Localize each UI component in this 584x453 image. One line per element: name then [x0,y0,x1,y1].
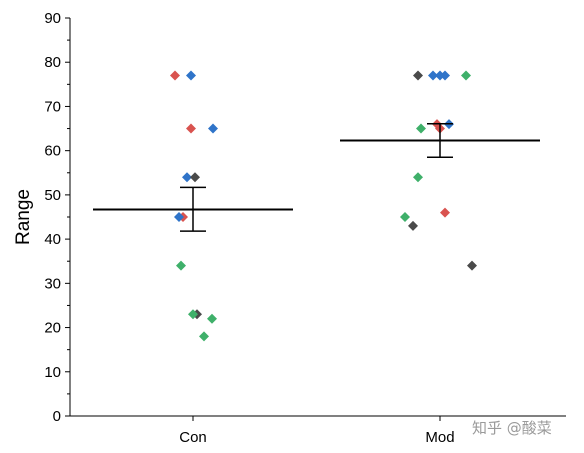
data-point [461,70,471,81]
y-tick-label: 70 [44,98,61,115]
y-axis-title: Range [13,189,34,245]
y-tick-label: 20 [44,320,61,337]
data-point [199,331,209,342]
x-tick-label: Mod [425,429,454,446]
data-point [416,123,426,134]
watermark: 知乎 @酸菜 [472,419,552,437]
y-tick-label: 80 [44,54,61,71]
data-point [207,313,217,324]
data-point [186,70,196,81]
data-point [208,123,218,134]
data-point [413,172,423,183]
data-point [186,123,196,134]
y-axis: 0 10 20 30 40 50 60 70 80 90 Range [13,10,71,425]
data-point [440,70,450,81]
y-tick-label: 60 [44,143,61,160]
data-point [467,260,477,271]
data-point [174,212,184,222]
data-point [408,220,418,231]
data-point [170,70,180,81]
x-tick-label: Con [179,429,207,446]
data-point [182,172,192,183]
summary-bars [93,122,540,232]
y-tick-label: 90 [44,10,61,27]
data-point [440,207,450,218]
data-point [413,70,423,81]
y-tick-label: 50 [44,187,61,204]
data-point [176,260,186,271]
y-tick-label: 30 [44,275,61,292]
data-point [188,309,198,320]
x-axis: Con Mod [70,415,566,446]
data-point [428,70,438,81]
data-point [400,212,410,222]
data-points [170,70,477,342]
y-tick-label: 0 [53,408,61,425]
y-tick-label: 10 [44,364,61,381]
y-tick-label: 40 [44,231,61,248]
y-axis-ticks: 0 10 20 30 40 50 60 70 80 90 [44,10,70,425]
x-axis-ticks: Con Mod [179,416,455,446]
data-point [190,172,200,183]
